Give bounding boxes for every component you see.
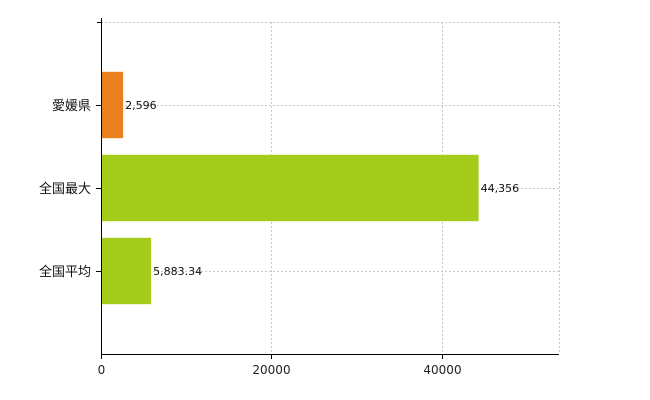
labels: 愛媛県 2,596 全国最大 44,356 全国平均 5,883.34 0 20000 4000… [39, 99, 519, 377]
category-label: 全国最大 [39, 181, 91, 197]
data-label: 44,356 [481, 182, 520, 195]
x-tick-label: 0 [98, 363, 106, 377]
category-label: 全国平均 [39, 264, 91, 280]
bar [101, 154, 479, 222]
bar [101, 237, 152, 305]
axes [96, 18, 559, 359]
x-tick-label: 20000 [252, 363, 290, 377]
data-label: 5,883.34 [153, 265, 202, 278]
category-label: 愛媛県 [52, 99, 91, 114]
data-label: 2,596 [125, 99, 157, 112]
bar [101, 71, 124, 139]
x-tick-label: 40000 [423, 363, 461, 377]
bars [101, 71, 479, 305]
